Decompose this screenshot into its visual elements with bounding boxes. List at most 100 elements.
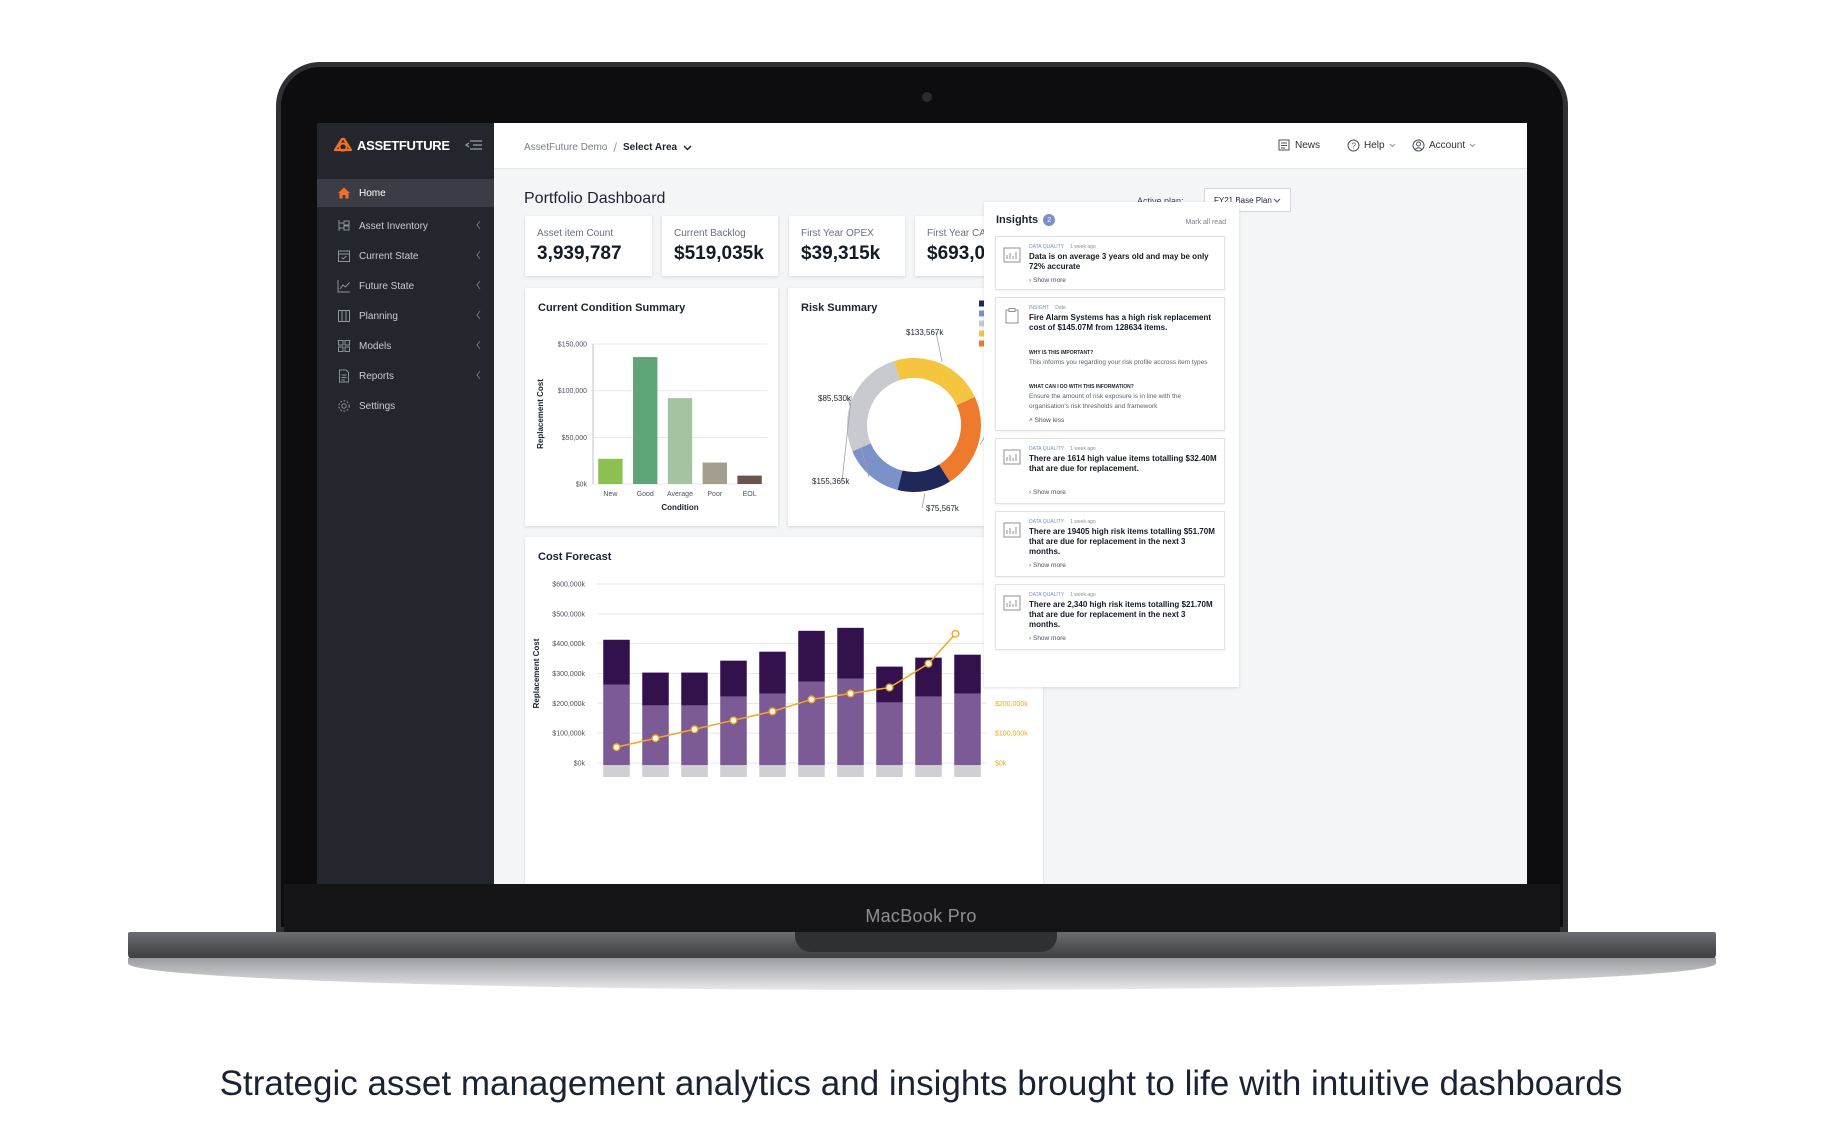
donut-leader-line <box>921 493 926 509</box>
breadcrumb-root[interactable]: AssetFuture Demo <box>524 142 608 153</box>
legend-swatch <box>979 310 985 317</box>
x-axis-title: Condition <box>661 503 698 512</box>
donut-leader-line <box>935 331 943 363</box>
donut-slice-negligible <box>897 464 950 492</box>
sidebar-item-future-state[interactable]: Future State <box>317 271 494 301</box>
legend-swatch <box>979 340 985 347</box>
y-axis-title: Replacement Cost <box>532 638 541 708</box>
camera-icon <box>922 92 932 102</box>
bar-segment-mid <box>759 693 786 766</box>
help-label: Help <box>1364 140 1385 151</box>
sidebar-item-current-state[interactable]: Current State <box>317 241 494 271</box>
account-menu[interactable]: Account <box>1412 139 1476 152</box>
sidebar: ASSETFUTURE Home Asset Inventory Current… <box>317 123 494 884</box>
page-title: Portfolio Dashboard <box>524 190 666 207</box>
insight-card[interactable]: INSIGHT Date Fire Alarm Systems has a hig… <box>995 297 1225 431</box>
chevron-left-icon <box>476 280 481 290</box>
menu-collapse-icon[interactable] <box>465 139 483 151</box>
show-more-label: Show more <box>1032 277 1066 284</box>
bar-segment-base <box>798 765 825 777</box>
show-more-link[interactable]: › Show more <box>1029 489 1066 496</box>
bar-segment-top <box>759 651 786 694</box>
bar-segment-base <box>759 765 786 777</box>
forecast-point <box>768 707 777 716</box>
news-link[interactable]: News <box>1278 139 1320 151</box>
sidebar-item-planning[interactable]: Planning <box>317 301 494 331</box>
y-tick-label: $50,000 <box>562 435 587 442</box>
y-tick-label: $300,000k <box>552 671 585 678</box>
insight-text: There are 19405 high risk items totallin… <box>1029 527 1215 556</box>
insight-card[interactable]: DATA QUALITY 1 week ago There are 19405 h… <box>995 511 1225 577</box>
laptop-notch <box>795 932 1057 952</box>
y2-tick-label: $0k <box>995 761 1007 768</box>
sidebar-item-asset-inventory[interactable]: Asset Inventory <box>317 211 494 241</box>
insight-card[interactable]: DATA QUALITY 1 week ago There are 1614 hi… <box>995 438 1225 504</box>
chart-report-icon <box>1003 595 1021 611</box>
insight-tag: INSIGHT <box>1029 305 1050 311</box>
show-more-label: Show more <box>1032 635 1066 642</box>
insights-count-badge: 2 <box>1043 214 1056 226</box>
insight-time: 1 week ago <box>1070 519 1096 525</box>
chart-report-icon <box>1003 449 1021 465</box>
brand-name: ASSETFUTURE <box>357 137 450 153</box>
cost-forecast-chart: $0k $0k $100,000k $100,000k $200,000k $200,00… <box>532 582 1028 777</box>
chevron-down-icon[interactable] <box>683 145 692 151</box>
insight-time: Date <box>1055 305 1066 311</box>
bar-poor <box>702 462 727 484</box>
trend-chart-icon <box>337 280 350 293</box>
help-menu[interactable]: ? Help <box>1347 139 1396 152</box>
forecast-point <box>651 734 660 743</box>
select-area-dropdown[interactable]: Select Area <box>623 142 678 153</box>
grid-icon <box>338 340 350 352</box>
sidebar-item-label: Reports <box>359 370 395 382</box>
why-important-heading: WHY IS THIS IMPORTANT? <box>1029 350 1094 356</box>
condition-summary-card: Current Condition Summary $0k $50,000 $100… <box>525 288 778 526</box>
x-tick-label: EOL <box>743 491 757 498</box>
bar-segment-base <box>642 765 669 777</box>
bar-segment-base <box>915 765 942 777</box>
show-less-label: Show less <box>1034 417 1065 424</box>
show-less-link[interactable]: ˄ Show less <box>1029 417 1065 424</box>
insight-text: Fire Alarm Systems has a high risk repla… <box>1029 313 1212 332</box>
sidebar-item-label: Home <box>359 187 386 199</box>
chart-report-icon <box>1003 522 1021 538</box>
active-plan-value: FY21 Base Plan <box>1214 195 1272 205</box>
kpi-value: $39,315k <box>801 243 881 264</box>
insight-card[interactable]: DATA QUALITY 1 week ago Data is on averag… <box>995 236 1225 290</box>
show-more-link[interactable]: › Show more <box>1029 562 1066 569</box>
forecast-point <box>885 683 894 692</box>
brand-logo[interactable]: ASSETFUTURE <box>333 137 450 153</box>
insight-tag: DATA QUALITY <box>1029 519 1065 525</box>
sidebar-item-models[interactable]: Models <box>317 331 494 361</box>
laptop-chin <box>284 884 1560 932</box>
show-more-link[interactable]: › Show more <box>1029 277 1066 284</box>
insight-text: There are 2,340 high risk items totallin… <box>1029 600 1213 629</box>
bar-segment-mid <box>681 705 708 766</box>
insight-card[interactable]: DATA QUALITY 1 week ago There are 2,340 h… <box>995 584 1225 650</box>
bar-average <box>667 398 693 484</box>
y-tick-label: $100,000k <box>552 731 585 738</box>
insight-text: Data is on average 3 years old and may b… <box>1029 252 1209 271</box>
donut-slice-low-risk <box>852 442 903 490</box>
y-tick-label: $600,000k <box>552 582 585 589</box>
sidebar-item-home[interactable]: Home <box>317 179 494 207</box>
sidebar-item-reports[interactable]: Reports <box>317 361 494 391</box>
donut-slice-high-risk <box>894 358 975 406</box>
kpi-value: $519,035k <box>674 243 764 264</box>
app-screen: ASSETFUTURE Home Asset Inventory Current… <box>317 123 1527 884</box>
bar-segment-top <box>642 672 669 706</box>
calendar-check-icon <box>338 250 350 262</box>
clipboard-icon <box>1005 308 1019 324</box>
forecast-point <box>924 659 933 668</box>
mark-all-read-link[interactable]: Mark all read <box>1185 219 1226 226</box>
kpi-label: First Year CAPEX <box>927 228 1006 239</box>
donut-slice-extreme-risk <box>938 396 981 482</box>
bar-segment-base <box>720 765 747 777</box>
show-more-link[interactable]: › Show more <box>1029 635 1066 642</box>
bar-segment-top <box>603 639 630 685</box>
sidebar-item-settings[interactable]: Settings <box>317 391 494 421</box>
why-important-text: This informs you regarding your risk pro… <box>1029 359 1208 366</box>
newspaper-icon <box>1278 139 1290 151</box>
kpi-card-first-year-opex: First Year OPEX $39,315k <box>789 216 905 276</box>
donut-value-label: $85,530k <box>818 394 852 403</box>
